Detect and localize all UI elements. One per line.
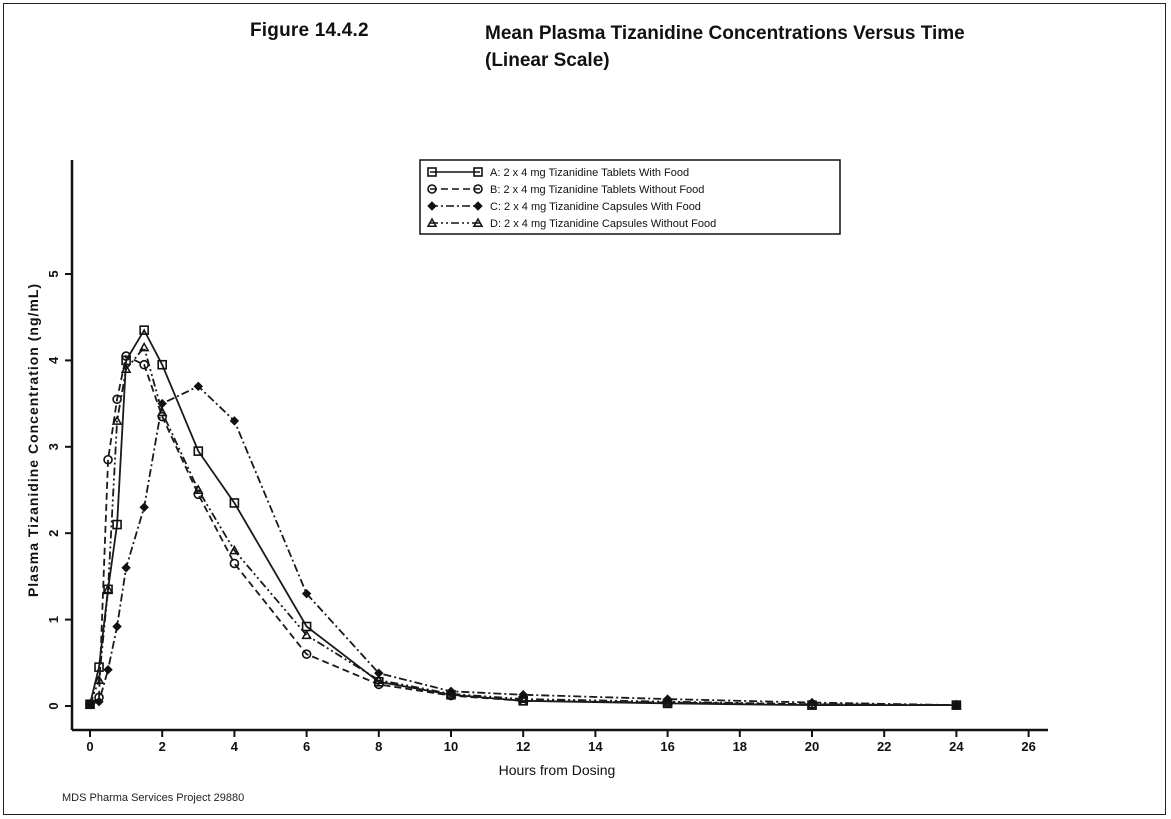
figure-number: Figure 14.4.2 xyxy=(250,20,369,41)
marker-triangle xyxy=(951,699,962,710)
x-axis-label: Hours from Dosing xyxy=(499,762,616,778)
marker-diamond xyxy=(301,588,312,599)
figure-frame xyxy=(3,3,1166,815)
legend-label: D: 2 x 4 mg Tizanidine Capsules Without … xyxy=(490,218,716,230)
marker-diamond xyxy=(121,563,131,573)
marker-square xyxy=(229,498,240,508)
x-tick-label: 2 xyxy=(159,739,166,754)
marker-triangle xyxy=(472,217,484,227)
marker-square xyxy=(139,325,149,335)
marker-diamond xyxy=(473,201,483,211)
marker-circle xyxy=(301,649,312,659)
series-c xyxy=(85,381,962,710)
series-line xyxy=(89,345,957,707)
marker-triangle xyxy=(373,674,385,685)
x-tick-label: 24 xyxy=(949,739,964,754)
marker-diamond xyxy=(193,381,204,392)
figure-title: Mean Plasma Tizanidine Concentrations Ve… xyxy=(485,20,1165,74)
x-tick-label: 10 xyxy=(444,739,458,754)
y-tick-label: 3 xyxy=(46,443,61,450)
marker-triangle xyxy=(156,406,168,417)
marker-triangle xyxy=(102,583,114,594)
marker-triangle xyxy=(229,544,240,555)
marker-triangle xyxy=(445,688,457,698)
x-tick-label: 16 xyxy=(660,739,674,754)
x-tick-label: 0 xyxy=(86,739,93,754)
figure-title-line2: (Linear Scale) xyxy=(485,50,610,71)
y-tick-label: 1 xyxy=(46,616,61,623)
legend-label: C: 2 x 4 mg Tizanidine Capsules With Foo… xyxy=(490,201,701,213)
marker-square xyxy=(473,167,483,177)
legend-box xyxy=(419,159,841,235)
marker-triangle xyxy=(517,693,529,704)
marker-triangle xyxy=(426,217,438,227)
x-tick-label: 14 xyxy=(588,739,603,754)
series-a xyxy=(85,325,962,710)
marker-square xyxy=(112,519,122,530)
marker-square xyxy=(157,359,167,370)
x-tick-label: 22 xyxy=(877,739,891,754)
marker-diamond xyxy=(112,621,122,632)
y-tick-label: 0 xyxy=(46,702,61,709)
marker-triangle xyxy=(193,484,204,494)
marker-triangle xyxy=(138,341,150,352)
marker-diamond xyxy=(427,201,437,211)
marker-circle xyxy=(157,411,167,422)
y-tick-label: 5 xyxy=(46,270,61,277)
y-axis-label: Plasma Tizanidine Concentration (ng/mL) xyxy=(25,283,41,597)
marker-triangle xyxy=(84,698,96,709)
marker-circle xyxy=(373,679,384,690)
marker-circle xyxy=(112,394,122,405)
marker-circle xyxy=(193,489,204,500)
figure-title-line1: Mean Plasma Tizanidine Concentrations Ve… xyxy=(485,23,965,44)
marker-circle xyxy=(229,558,240,569)
marker-circle xyxy=(473,184,483,194)
marker-triangle xyxy=(806,698,818,709)
marker-triangle xyxy=(111,415,123,425)
series-line xyxy=(89,385,957,707)
legend-label: B: 2 x 4 mg Tizanidine Tablets Without F… xyxy=(490,184,704,196)
x-tick-label: 6 xyxy=(303,739,310,754)
marker-square xyxy=(427,167,437,177)
marker-circle xyxy=(103,454,113,465)
legend-label: A: 2 x 4 mg Tizanidine Tablets With Food xyxy=(490,167,689,179)
marker-diamond xyxy=(139,502,149,512)
marker-square xyxy=(94,662,104,672)
marker-square xyxy=(193,446,204,456)
marker-circle xyxy=(427,184,437,194)
marker-triangle xyxy=(93,674,105,685)
x-tick-label: 8 xyxy=(375,739,382,754)
x-tick-label: 4 xyxy=(231,739,239,754)
x-tick-label: 26 xyxy=(1021,739,1035,754)
x-tick-label: 12 xyxy=(516,739,530,754)
series-b xyxy=(85,351,962,710)
marker-triangle xyxy=(662,696,673,706)
series-line xyxy=(89,328,957,707)
y-tick-label: 4 xyxy=(46,356,61,364)
series-d xyxy=(84,341,962,710)
legend: A: 2 x 4 mg Tizanidine Tablets With Food… xyxy=(419,159,841,235)
y-tick-label: 2 xyxy=(46,530,61,537)
footer-note: MDS Pharma Services Project 29880 xyxy=(62,792,245,804)
series-layer xyxy=(84,325,962,710)
marker-triangle xyxy=(120,363,132,373)
x-tick-label: 18 xyxy=(733,739,747,754)
marker-circle xyxy=(121,351,131,361)
x-tick-label: 20 xyxy=(805,739,819,754)
marker-diamond xyxy=(103,665,113,675)
marker-diamond xyxy=(94,696,104,707)
series-line xyxy=(89,354,957,707)
marker-diamond xyxy=(229,416,240,426)
marker-triangle xyxy=(301,629,312,640)
